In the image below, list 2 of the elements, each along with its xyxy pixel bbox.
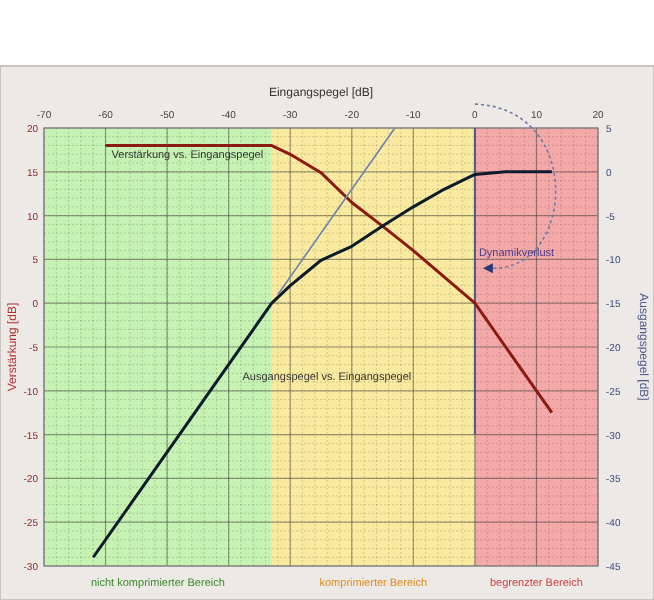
line-series bbox=[104, 144, 554, 415]
line-series bbox=[91, 170, 554, 559]
